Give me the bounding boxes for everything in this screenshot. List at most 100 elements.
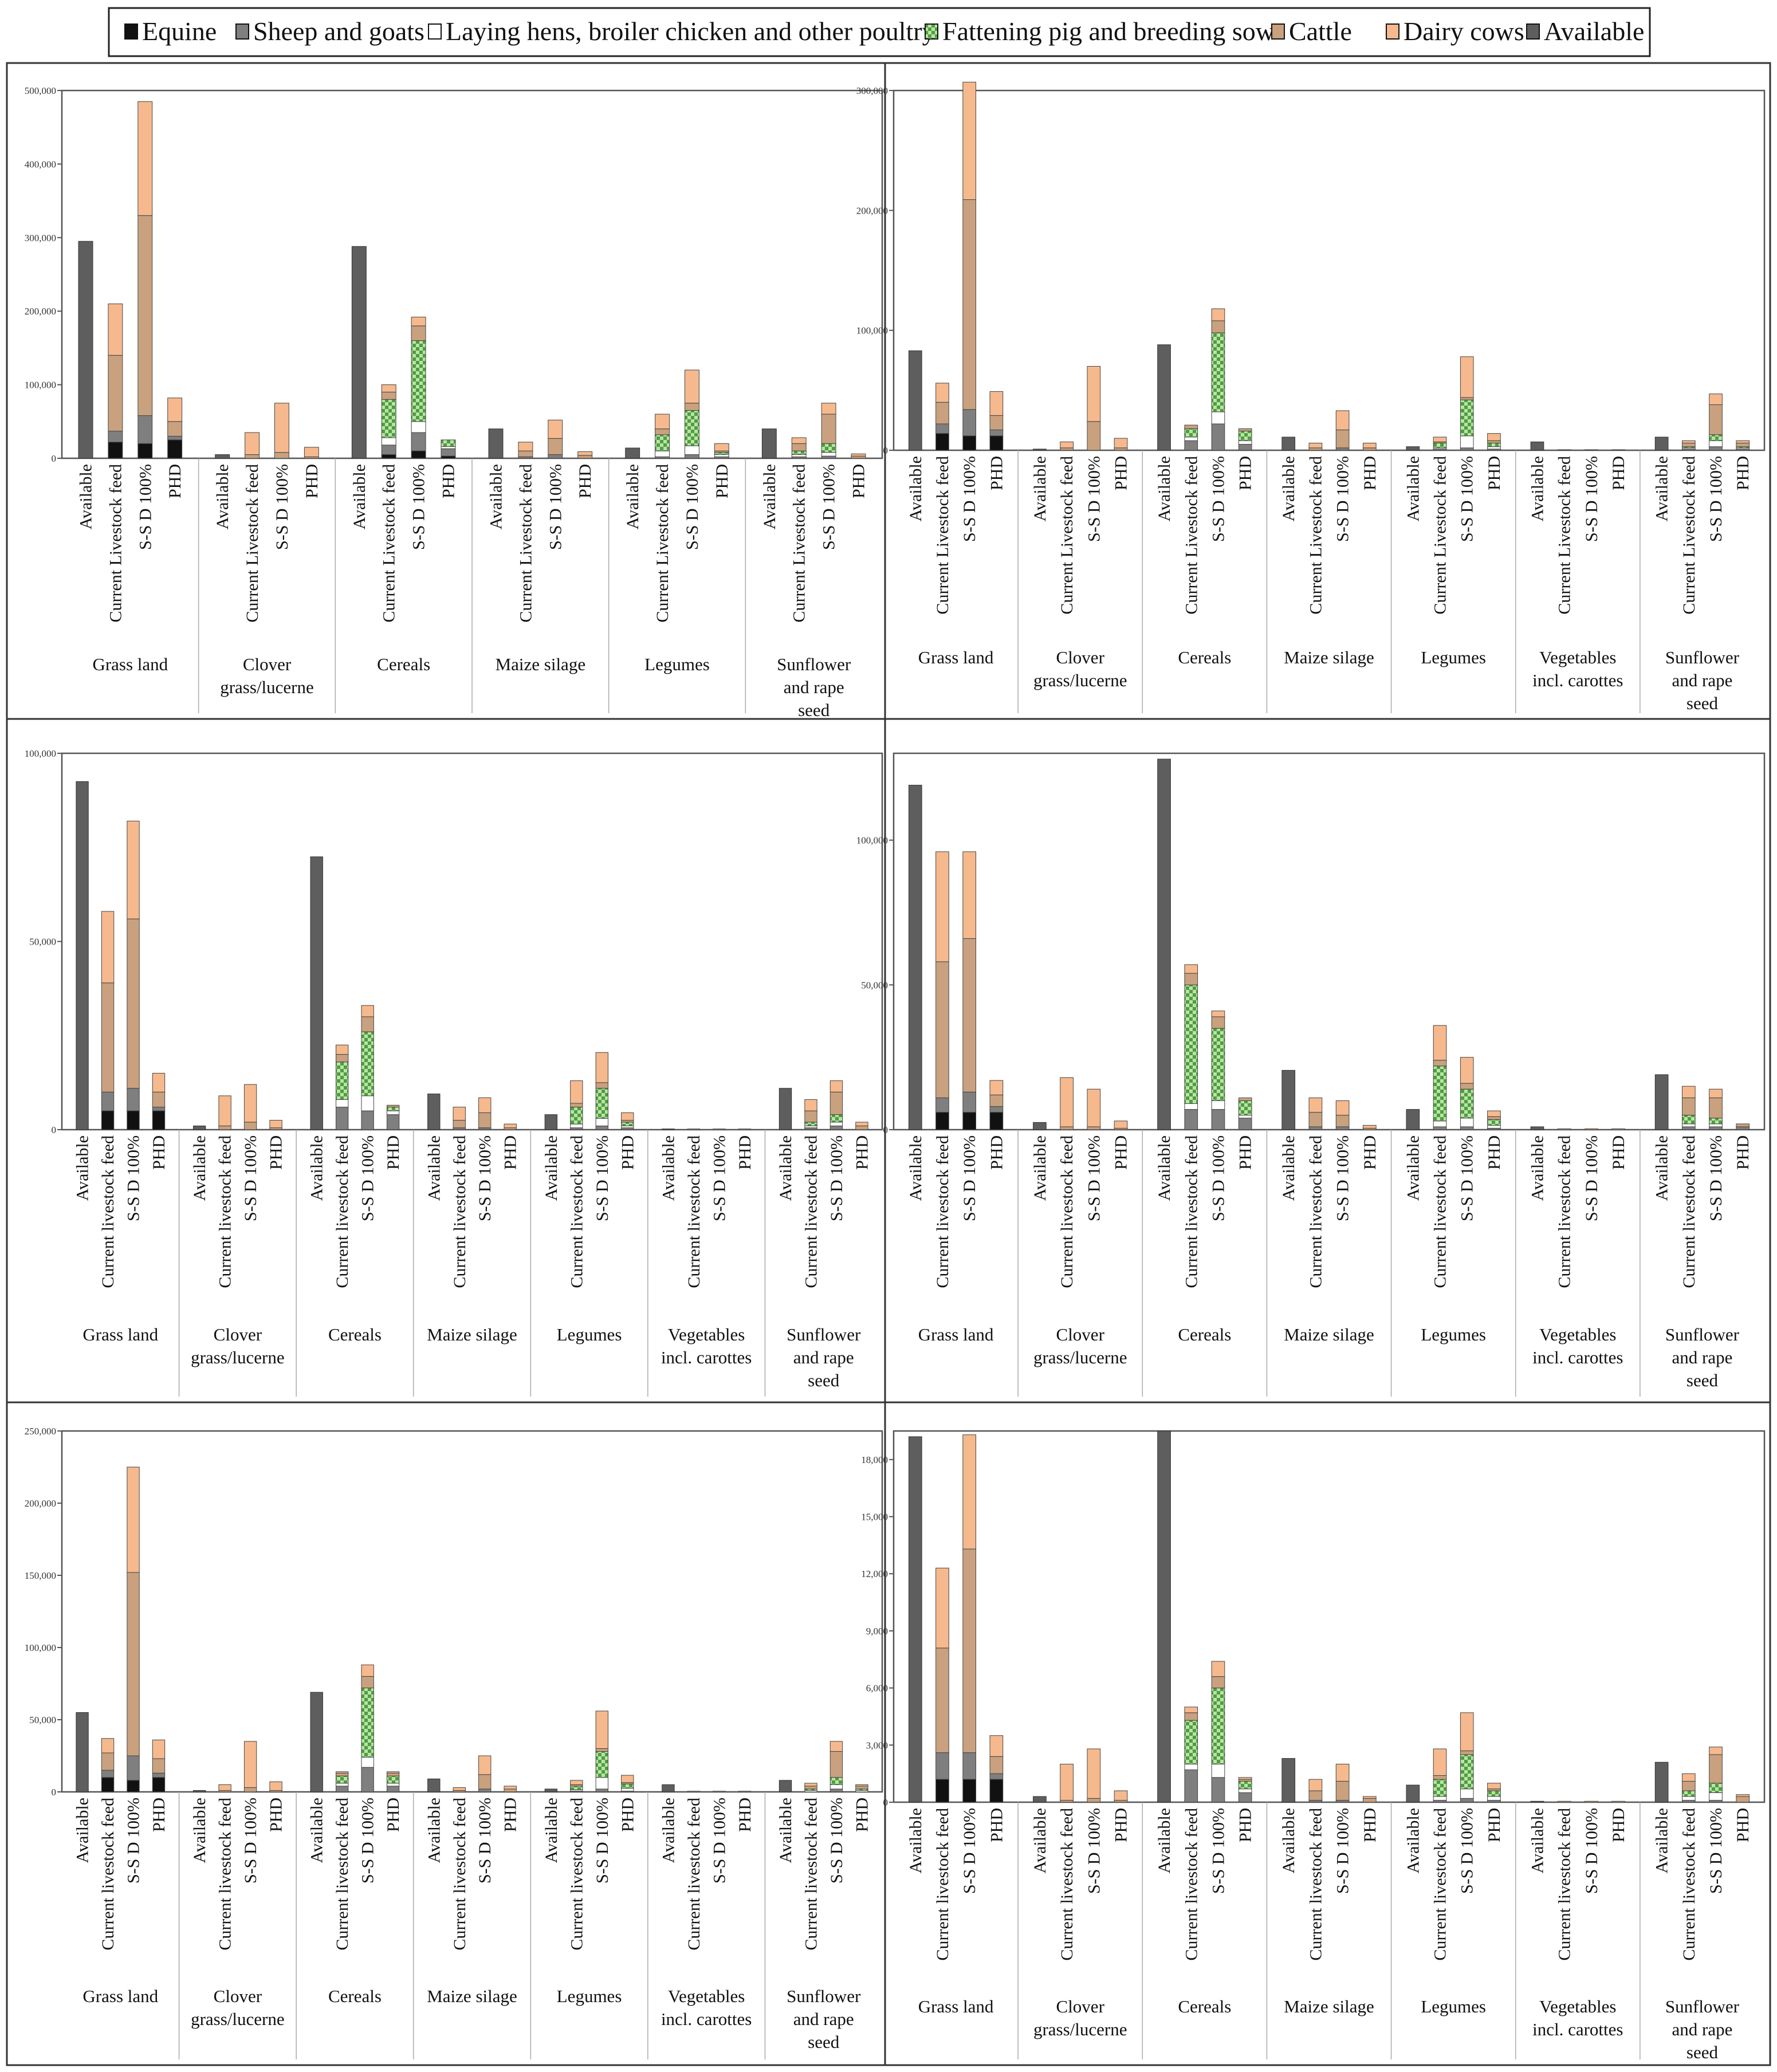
bar-category-label: Current Livestock feed <box>790 464 809 623</box>
bar-segment-available <box>1281 1070 1296 1130</box>
bar-legumes-2 <box>684 369 699 459</box>
bar-segment-cattle <box>127 1572 140 1756</box>
bar-cereals-3 <box>1238 428 1252 451</box>
bar-sunflower-and-rape-seed-2 <box>821 403 836 459</box>
group-label: Vegetables incl. carottes <box>1532 647 1623 690</box>
bar-segment-pig <box>595 1751 608 1778</box>
bar-segment-poultry <box>1460 1788 1474 1799</box>
group-label: Grass land <box>918 1996 994 2016</box>
bar-segment-cattle <box>1335 1780 1350 1801</box>
y-tick-label: 3,000 <box>866 1740 888 1751</box>
chart-panel-3: 0 50,000 100,000 Available Current livestock… <box>6 718 886 1403</box>
bar-legumes-1 <box>570 1780 583 1792</box>
bar-category-label: Available <box>77 464 96 529</box>
bar-segment-dairy <box>361 1005 374 1017</box>
bar-category-label: S-S D 100% <box>546 464 565 550</box>
bar-sunflower-and-rape-seed-1 <box>1681 1773 1696 1803</box>
bar-segment-dairy <box>127 1466 140 1573</box>
bar-maize-silage-0 <box>427 1094 441 1130</box>
bar-grass-land-2 <box>137 101 153 459</box>
bar-legumes-0 <box>1406 1784 1420 1803</box>
bar-vegetables-incl-carottes-1 <box>1557 1800 1571 1803</box>
bar-segment-cattle <box>1087 1126 1101 1130</box>
bar-category-label: PHD <box>384 1135 403 1170</box>
bar-category-label: Current livestock feed <box>450 1798 469 1951</box>
bar-maize-silage-1 <box>453 1107 466 1130</box>
y-tick-label: 200,000 <box>856 205 888 216</box>
bar-segment-pig <box>1433 1066 1447 1122</box>
bar-segment-dairy <box>989 391 1004 416</box>
bar-segment-cattle <box>504 1788 517 1792</box>
bar-category-label: PHD <box>501 1798 520 1832</box>
bar-legumes-0 <box>544 1788 558 1792</box>
bar-category-label: PHD <box>618 1135 637 1170</box>
bar-clover-grass-lucerne-2 <box>243 1084 257 1130</box>
bar-vegetables-incl-carottes-2 <box>713 1791 726 1792</box>
bar-segment-available <box>215 454 230 459</box>
bar-segment-cattle <box>1709 1754 1723 1784</box>
bar-segment-dairy <box>127 820 140 919</box>
bar-segment-available <box>779 1088 792 1130</box>
y-tick-label: 50,000 <box>29 937 56 947</box>
bar-category-label: Available <box>776 1135 795 1201</box>
bar-segment-dairy <box>1060 441 1074 449</box>
y-tick-label: 6,000 <box>866 1683 888 1694</box>
bar-segment-sheep <box>962 409 977 437</box>
bar-category-label: S-S D 100% <box>1334 1808 1353 1894</box>
bar-segment-pig <box>1184 1720 1198 1765</box>
bar-category-label: S-S D 100% <box>1582 1808 1601 1894</box>
bar-segment-cattle <box>478 1774 492 1790</box>
bar-segment-sheep <box>1709 446 1723 451</box>
bar-cereals-0 <box>310 1692 323 1792</box>
bar-grass-land-1 <box>101 911 115 1130</box>
bar-segment-cattle <box>1460 1083 1474 1090</box>
bar-segment-sheep <box>989 1773 1004 1780</box>
bar-vegetables-incl-carottes-2 <box>713 1129 726 1130</box>
bar-segment-cattle <box>1362 1798 1377 1803</box>
bar-segment-equine <box>167 439 183 459</box>
bar-segment-sheep <box>1184 1109 1198 1130</box>
bar-segment-poultry <box>829 1122 843 1126</box>
bar-segment-dairy <box>1114 1790 1128 1801</box>
y-tick-label: 300,000 <box>25 233 56 243</box>
bar-category-label: Current livestock feed <box>1306 1135 1325 1288</box>
bar-category-label: PHD <box>1485 1808 1504 1842</box>
bar-category-label: PHD <box>302 464 321 498</box>
bar-segment-equine <box>127 1110 140 1130</box>
y-tick-label: 500,000 <box>25 85 56 96</box>
bar-segment-dairy <box>804 1783 817 1787</box>
bar-segment-poultry <box>1238 1115 1252 1119</box>
bar-segment-sheep <box>595 1125 608 1130</box>
bar-cereals-3 <box>1238 1097 1252 1130</box>
group-label: Legumes <box>1421 1996 1486 2016</box>
bar-segment-cattle <box>989 1094 1004 1107</box>
bar-category-label: Available <box>1653 456 1672 521</box>
bar-category-label: Available <box>213 464 232 529</box>
group-label: Clover grass/lucerne <box>220 654 314 697</box>
bar-category-label: Available <box>1528 1135 1547 1201</box>
bar-category-label: S-S D 100% <box>1458 456 1477 542</box>
bar-segment-sheep <box>1238 1792 1252 1803</box>
bar-segment-available <box>1281 437 1296 451</box>
bar-segment-sheep <box>1460 1798 1474 1803</box>
bar-segment-sheep <box>989 429 1004 437</box>
bar-vegetables-incl-carottes-1 <box>687 1129 701 1130</box>
y-tick-label: 250,000 <box>25 1426 56 1437</box>
bar-maize-silage-2 <box>548 419 563 459</box>
bar-segment-sheep <box>935 1752 949 1780</box>
bar-category-label: Available <box>1403 1135 1422 1201</box>
bar-segment-poultry <box>1211 1100 1225 1110</box>
bar-segment-pig <box>1487 1790 1501 1797</box>
bar-category-label: Current livestock feed <box>333 1135 352 1288</box>
bar-segment-cattle <box>1308 1790 1323 1801</box>
bar-clover-grass-lucerne-3 <box>269 1781 282 1792</box>
bar-maize-silage-1 <box>1308 442 1323 451</box>
bar-grass-land-3 <box>152 1739 166 1792</box>
bar-segment-dairy <box>504 1786 517 1790</box>
bar-sunflower-and-rape-seed-0 <box>779 1088 792 1130</box>
bar-segment-dairy <box>1460 1057 1474 1084</box>
bar-maize-silage-3 <box>577 451 593 459</box>
bar-segment-dairy <box>361 1664 374 1677</box>
plot-area <box>61 89 883 459</box>
bar-grass-land-2 <box>127 1466 140 1792</box>
